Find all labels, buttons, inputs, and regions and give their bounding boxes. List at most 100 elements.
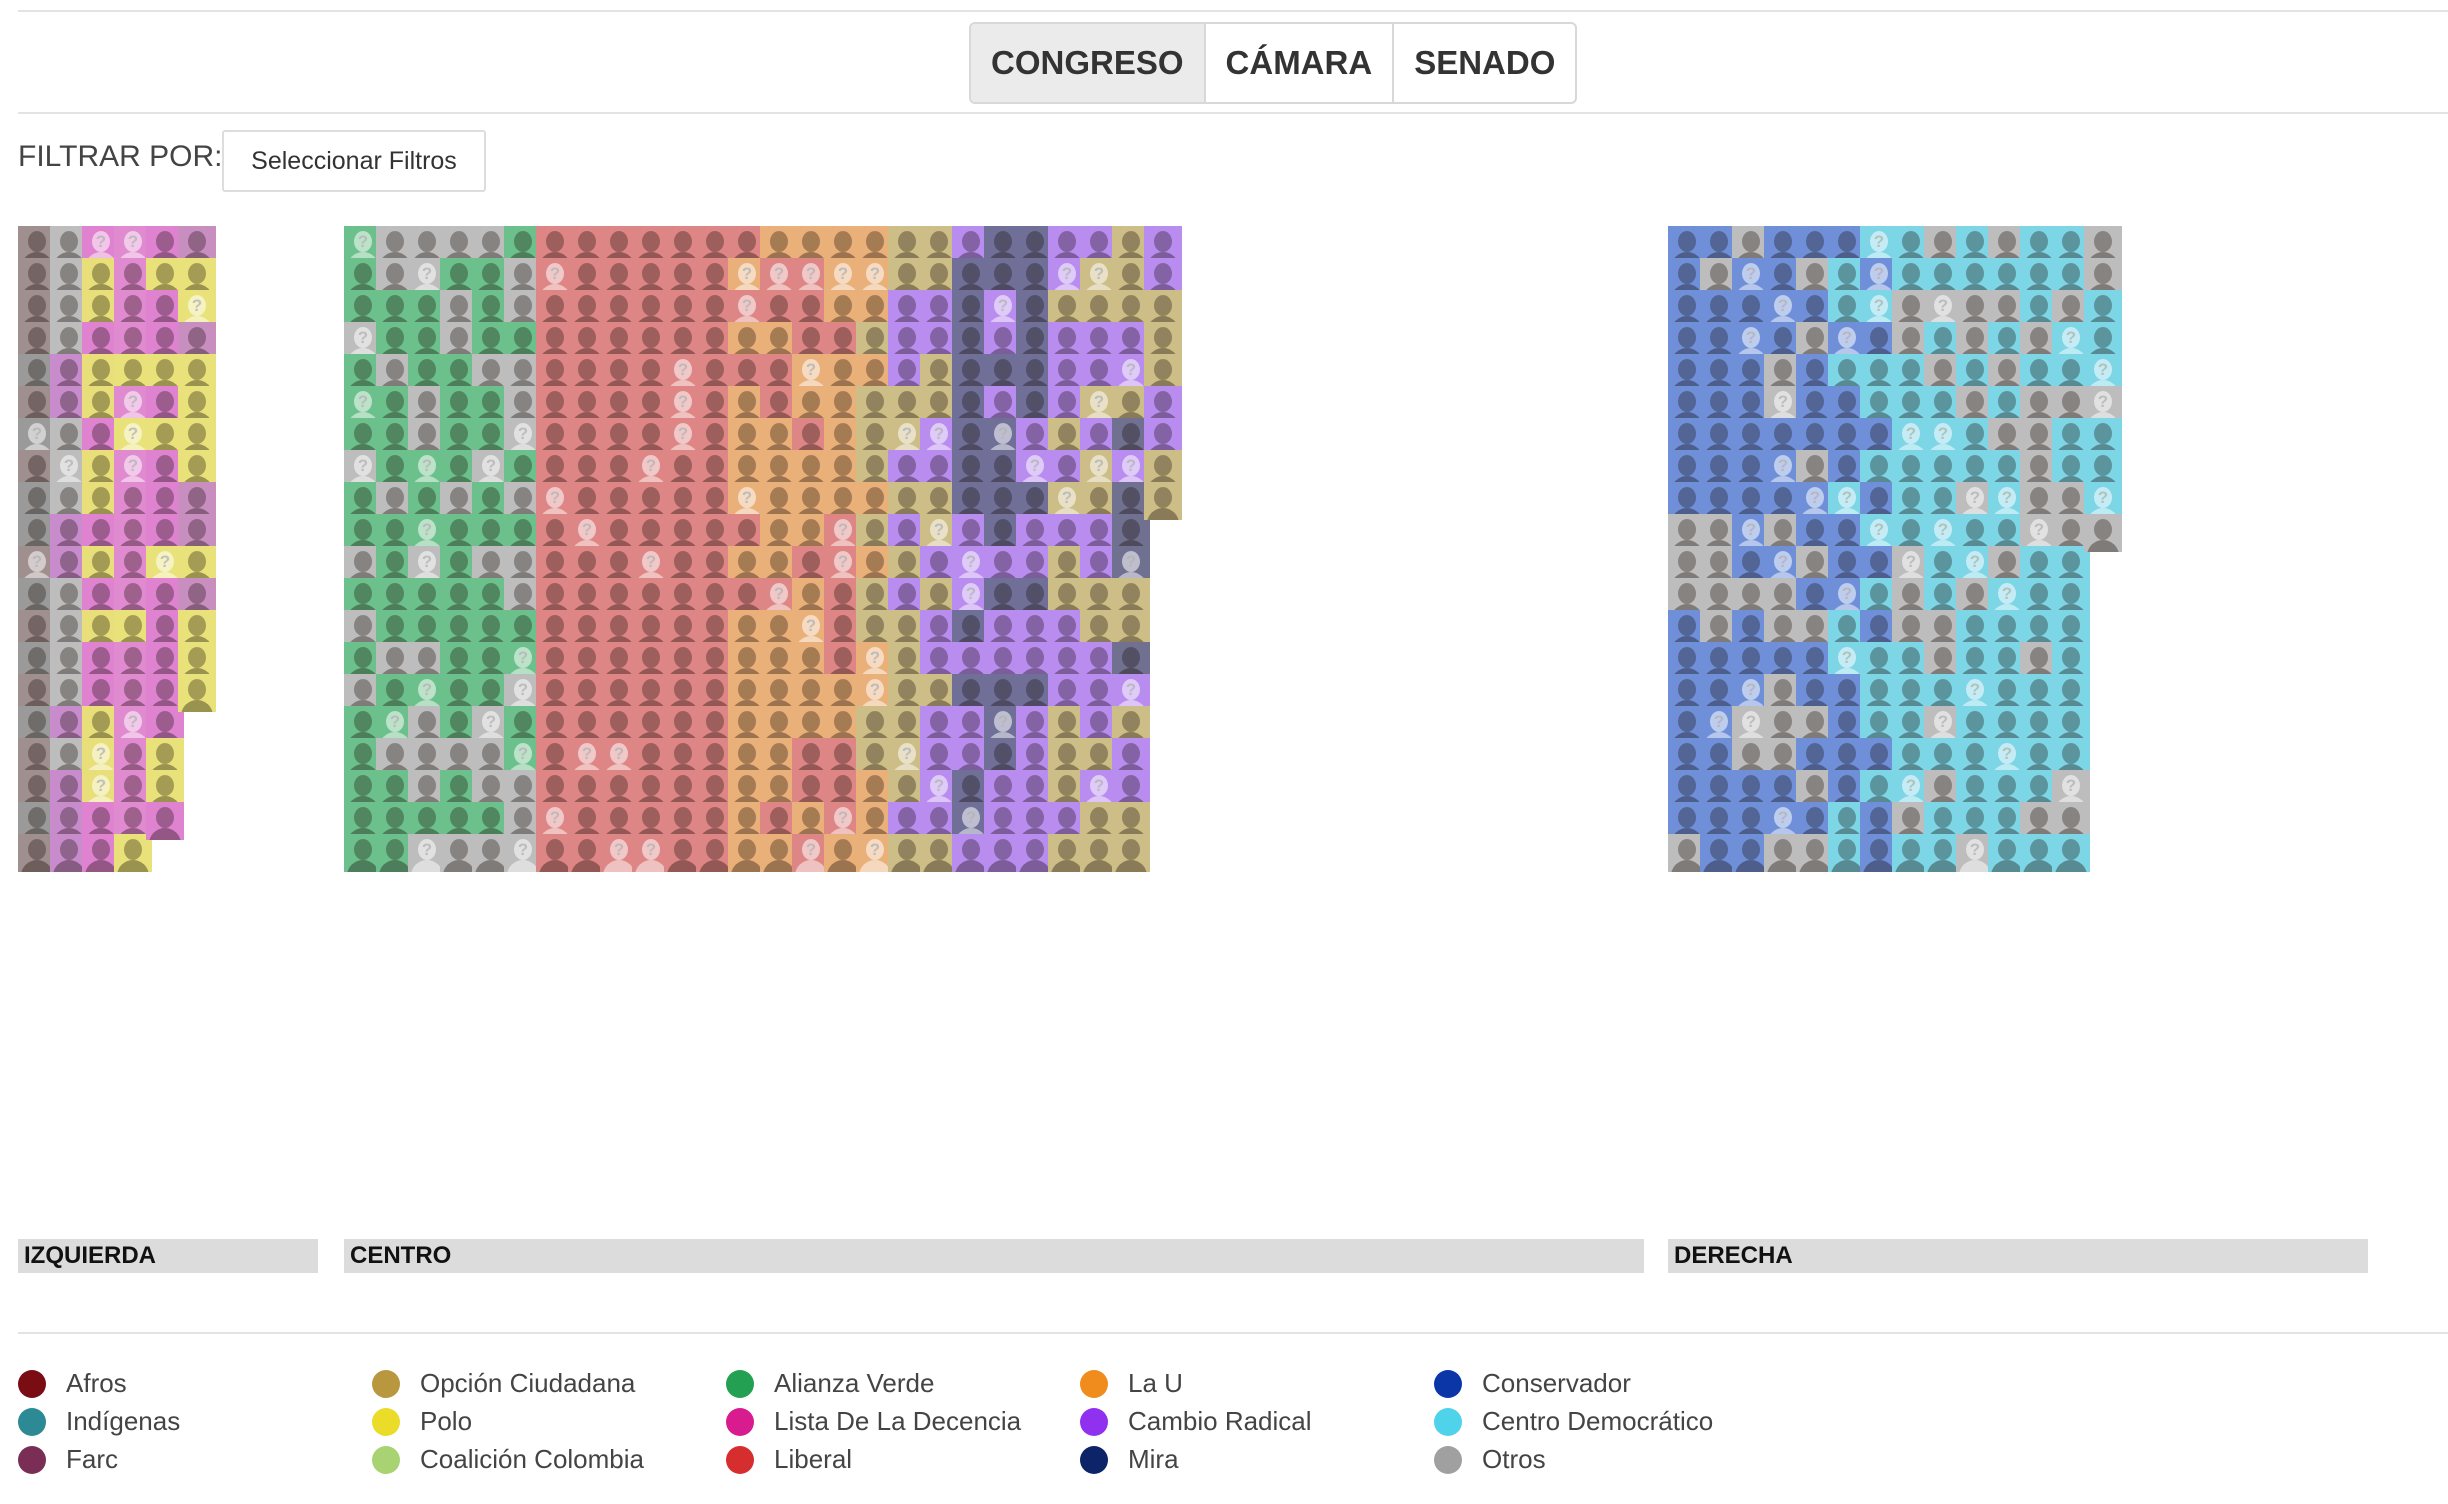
member-photo[interactable]: [888, 546, 926, 584]
member-photo[interactable]: ?: [824, 514, 862, 552]
member-photo[interactable]: ?: [82, 770, 120, 808]
member-photo[interactable]: [2084, 514, 2122, 552]
member-photo[interactable]: ?: [1764, 450, 1802, 488]
member-photo[interactable]: ?: [632, 834, 670, 872]
member-photo[interactable]: [1668, 642, 1706, 680]
member-photo[interactable]: [984, 610, 1022, 648]
member-photo[interactable]: [952, 418, 990, 456]
member-photo[interactable]: [888, 226, 926, 264]
member-photo[interactable]: [472, 834, 510, 872]
member-photo[interactable]: [1668, 674, 1706, 712]
member-photo[interactable]: [1016, 834, 1054, 872]
member-photo[interactable]: [376, 258, 414, 296]
member-photo[interactable]: [82, 610, 120, 648]
member-photo[interactable]: [344, 610, 382, 648]
member-photo[interactable]: [1112, 258, 1150, 296]
member-photo[interactable]: ?: [952, 578, 990, 616]
member-photo[interactable]: [50, 738, 88, 776]
member-photo[interactable]: [664, 226, 702, 264]
member-photo[interactable]: [1796, 290, 1834, 328]
member-photo[interactable]: [1668, 354, 1706, 392]
member-photo[interactable]: [952, 226, 990, 264]
member-photo[interactable]: ?: [408, 834, 446, 872]
member-photo[interactable]: [888, 258, 926, 296]
member-photo[interactable]: ?: [504, 834, 542, 872]
member-photo[interactable]: [440, 418, 478, 456]
member-photo[interactable]: [856, 802, 894, 840]
member-photo[interactable]: [1796, 418, 1834, 456]
member-photo[interactable]: ?: [504, 418, 542, 456]
member-photo[interactable]: [952, 834, 990, 872]
member-photo[interactable]: ?: [344, 226, 382, 264]
member-photo[interactable]: [760, 834, 798, 872]
member-photo[interactable]: [50, 706, 88, 744]
member-photo[interactable]: [664, 834, 702, 872]
member-photo[interactable]: [568, 834, 606, 872]
member-photo[interactable]: [1048, 770, 1086, 808]
member-photo[interactable]: [1700, 674, 1738, 712]
member-photo[interactable]: [504, 514, 542, 552]
member-photo[interactable]: [18, 450, 56, 488]
member-photo[interactable]: [984, 834, 1022, 872]
member-photo[interactable]: [82, 802, 120, 840]
member-photo[interactable]: [1080, 546, 1118, 584]
member-photo[interactable]: [984, 322, 1022, 360]
member-photo[interactable]: [376, 578, 414, 616]
member-photo[interactable]: [856, 514, 894, 552]
member-photo[interactable]: [920, 546, 958, 584]
tab-congreso[interactable]: CONGRESO: [971, 24, 1204, 102]
member-photo[interactable]: [1700, 642, 1738, 680]
member-photo[interactable]: [1080, 226, 1118, 264]
member-photo[interactable]: [920, 578, 958, 616]
member-photo[interactable]: [984, 674, 1022, 712]
member-photo[interactable]: [1668, 514, 1706, 552]
member-photo[interactable]: [1048, 738, 1086, 776]
member-photo[interactable]: [1796, 322, 1834, 360]
member-photo[interactable]: ?: [1080, 386, 1118, 424]
member-photo[interactable]: [1700, 450, 1738, 488]
member-photo[interactable]: [1700, 258, 1738, 296]
tab-camara[interactable]: CÁMARA: [1203, 24, 1393, 102]
member-photo[interactable]: [984, 578, 1022, 616]
member-photo[interactable]: [984, 258, 1022, 296]
member-photo[interactable]: [146, 290, 184, 328]
member-photo[interactable]: ?: [114, 386, 152, 424]
member-photo[interactable]: ?: [984, 290, 1022, 328]
member-photo[interactable]: [1668, 258, 1706, 296]
member-photo[interactable]: [440, 386, 478, 424]
member-photo[interactable]: ?: [178, 290, 216, 328]
member-photo[interactable]: [18, 386, 56, 424]
member-photo[interactable]: [1144, 482, 1182, 520]
member-photo[interactable]: [824, 354, 862, 392]
member-photo[interactable]: [1796, 450, 1834, 488]
member-photo[interactable]: [824, 290, 862, 328]
member-photo[interactable]: [376, 514, 414, 552]
member-photo[interactable]: [50, 258, 88, 296]
member-photo[interactable]: [632, 738, 670, 776]
member-photo[interactable]: ?: [856, 834, 894, 872]
member-photo[interactable]: [728, 834, 766, 872]
member-photo[interactable]: ?: [536, 482, 574, 520]
member-photo[interactable]: [888, 706, 926, 744]
member-photo[interactable]: [50, 386, 88, 424]
member-photo[interactable]: [696, 834, 734, 872]
member-photo[interactable]: [440, 802, 478, 840]
member-photo[interactable]: [632, 514, 670, 552]
member-photo[interactable]: [1796, 546, 1834, 584]
member-photo[interactable]: ?: [760, 578, 798, 616]
member-photo[interactable]: [1048, 706, 1086, 744]
member-photo[interactable]: [1112, 418, 1150, 456]
member-photo[interactable]: [760, 450, 798, 488]
member-photo[interactable]: [952, 770, 990, 808]
member-photo[interactable]: [1732, 386, 1770, 424]
select-filters-button[interactable]: Seleccionar Filtros: [222, 130, 486, 192]
member-photo[interactable]: [2052, 834, 2090, 872]
member-photo[interactable]: [50, 514, 88, 552]
member-photo[interactable]: [696, 514, 734, 552]
member-photo[interactable]: [82, 386, 120, 424]
member-photo[interactable]: [1700, 514, 1738, 552]
member-photo[interactable]: [536, 834, 574, 872]
member-photo[interactable]: [1080, 290, 1118, 328]
member-photo[interactable]: [1796, 514, 1834, 552]
member-photo[interactable]: [50, 642, 88, 680]
